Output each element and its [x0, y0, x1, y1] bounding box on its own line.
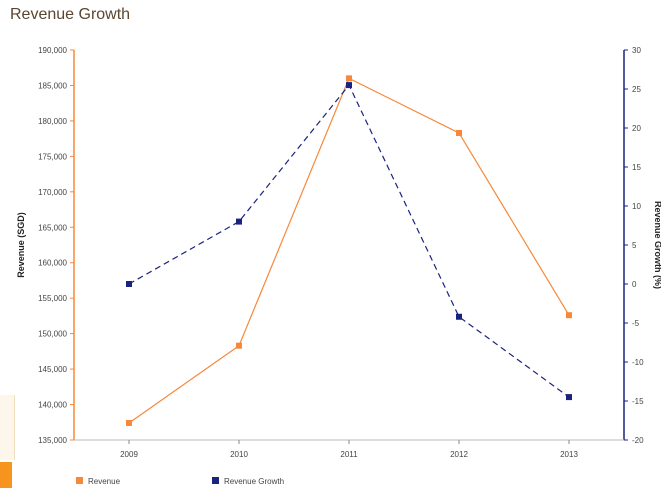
left-edge-fragment — [0, 395, 15, 460]
y-tick-left-label: 160,000 — [38, 259, 67, 268]
data-point — [346, 75, 352, 82]
x-tick-label: 2010 — [230, 450, 248, 459]
y-tick-left-label: 135,000 — [38, 436, 67, 445]
data-point — [236, 342, 242, 349]
left-edge-fragment-orange — [0, 462, 12, 488]
series-line — [128, 83, 570, 398]
y-tick-right-label: 0 — [632, 280, 637, 289]
data-point — [456, 129, 462, 136]
y-tick-right-label: -5 — [632, 319, 640, 328]
data-point — [566, 312, 572, 319]
y-tick-left-label: 145,000 — [38, 365, 67, 374]
y-tick-right-label: 5 — [632, 241, 637, 250]
y-tick-left-label: 180,000 — [38, 117, 67, 126]
y-tick-right-label: 20 — [632, 124, 641, 133]
x-axis: 2009 2010 2011 2012 2013 — [74, 439, 624, 459]
y-tick-left-label: 175,000 — [38, 152, 67, 161]
y-tick-left-label: 190,000 — [38, 46, 67, 55]
y-tick-right-label: -10 — [632, 358, 644, 367]
data-point — [346, 82, 352, 89]
data-point — [236, 218, 242, 225]
data-point — [126, 281, 132, 287]
y-tick-left-label: 150,000 — [38, 330, 67, 339]
x-tick-label: 2011 — [340, 450, 358, 459]
legend-label: Revenue Growth — [224, 477, 284, 486]
chart-title: Revenue Growth — [10, 6, 131, 23]
y-tick-right-label: 30 — [632, 46, 641, 55]
legend-label: Revenue — [88, 477, 121, 486]
legend: Revenue Revenue Growth — [76, 477, 284, 486]
data-point — [126, 419, 132, 426]
x-tick-label: 2009 — [120, 450, 138, 459]
y-tick-right-label: 10 — [632, 202, 641, 211]
y-tick-left-label: 140,000 — [38, 401, 67, 410]
x-tick-label: 2013 — [560, 450, 578, 459]
y-tick-left-label: 170,000 — [38, 188, 67, 197]
y-tick-left-label: 185,000 — [38, 81, 67, 90]
y-axis-left: 135,000 140,000 145,000 150,000 155,000 160,0… — [16, 46, 75, 445]
legend-swatch — [76, 477, 83, 484]
y-axis-right: -20 -15 -10 -5 0 5 10 15 20 25 30 Revenue Growth (%… — [623, 46, 661, 445]
y-tick-right-label: 25 — [632, 85, 641, 94]
y-tick-right-label: -15 — [632, 397, 644, 406]
y-axis-right-title: Revenue Growth (%) — [653, 201, 661, 289]
y-tick-right-label: -20 — [632, 436, 644, 445]
y-tick-right-label: 15 — [632, 163, 641, 172]
data-point — [566, 394, 572, 401]
y-axis-left-title: Revenue (SGD) — [16, 212, 26, 278]
data-point — [456, 313, 462, 320]
y-tick-left-label: 165,000 — [38, 223, 67, 232]
y-tick-left-label: 155,000 — [38, 294, 67, 303]
series-layer — [126, 75, 572, 426]
series-line — [128, 77, 570, 424]
x-tick-label: 2012 — [450, 450, 468, 459]
legend-swatch — [212, 477, 219, 484]
